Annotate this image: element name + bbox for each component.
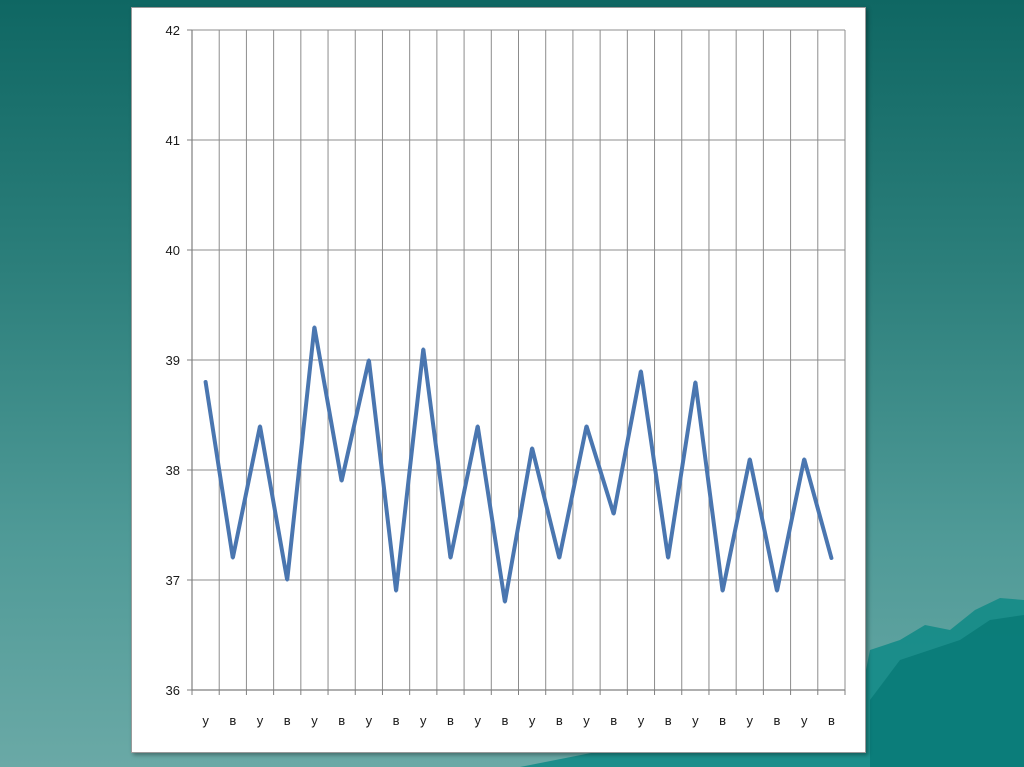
x-tick-label: у	[801, 713, 808, 728]
x-tick-label: в	[284, 713, 291, 728]
axes	[187, 29, 846, 695]
x-tick-label: в	[665, 713, 672, 728]
gridlines	[191, 29, 846, 691]
y-tick-label: 38	[166, 463, 180, 478]
x-tick-label: у	[529, 713, 536, 728]
data-point	[639, 369, 643, 373]
x-tick-label: у	[257, 713, 264, 728]
data-point	[693, 380, 697, 384]
x-tick-label: у	[311, 713, 318, 728]
data-point	[340, 479, 344, 483]
y-tick-label: 39	[166, 353, 180, 368]
data-point	[394, 589, 398, 593]
y-tick-labels: 36 37 38 39 40 41 42	[166, 23, 180, 698]
data-point	[721, 589, 725, 593]
x-tick-label: у	[692, 713, 699, 728]
data-point	[204, 380, 208, 384]
y-tick-label: 37	[166, 573, 180, 588]
data-point	[557, 556, 561, 560]
chart-container: 36 37 38 39 40 41 42 у в у в у в у в у в у в у в у в у в у в у в у в	[131, 7, 866, 753]
data-point	[367, 358, 371, 362]
data-point	[666, 556, 670, 560]
y-tick-label: 42	[166, 23, 180, 38]
series-line	[203, 326, 834, 603]
x-tick-label: у	[420, 713, 427, 728]
x-tick-label: в	[447, 713, 454, 728]
x-tick-label: у	[583, 713, 590, 728]
data-point	[448, 556, 452, 560]
x-tick-label: у	[747, 713, 754, 728]
data-point	[748, 457, 752, 461]
x-tick-label: в	[719, 713, 726, 728]
x-tick-label: в	[828, 713, 835, 728]
x-tick-label: в	[556, 713, 563, 728]
data-point	[802, 457, 806, 461]
x-tick-label: в	[501, 713, 508, 728]
x-tick-label: в	[610, 713, 617, 728]
data-point	[231, 556, 235, 560]
x-tick-label: у	[474, 713, 481, 728]
data-point	[829, 556, 833, 560]
data-point	[421, 347, 425, 351]
x-tick-label: у	[638, 713, 645, 728]
data-point	[285, 578, 289, 582]
data-point	[258, 424, 262, 428]
data-point	[612, 512, 616, 516]
data-point	[503, 600, 507, 604]
data-series	[203, 325, 834, 604]
data-point	[775, 589, 779, 593]
x-tick-label: у	[202, 713, 209, 728]
x-tick-label: в	[338, 713, 345, 728]
x-tick-label: в	[774, 713, 781, 728]
y-tick-label: 41	[166, 133, 180, 148]
y-tick-label: 36	[166, 683, 180, 698]
x-tick-label: у	[366, 713, 373, 728]
line-chart: 36 37 38 39 40 41 42 у в у в у в у в у в у в у в у в у в у в у в у в	[166, 23, 846, 728]
data-point	[476, 424, 480, 428]
x-tick-label: в	[229, 713, 236, 728]
y-tick-label: 40	[166, 243, 180, 258]
x-tick-label: в	[393, 713, 400, 728]
data-point	[312, 325, 316, 329]
data-point	[530, 446, 534, 450]
data-point	[585, 424, 589, 428]
